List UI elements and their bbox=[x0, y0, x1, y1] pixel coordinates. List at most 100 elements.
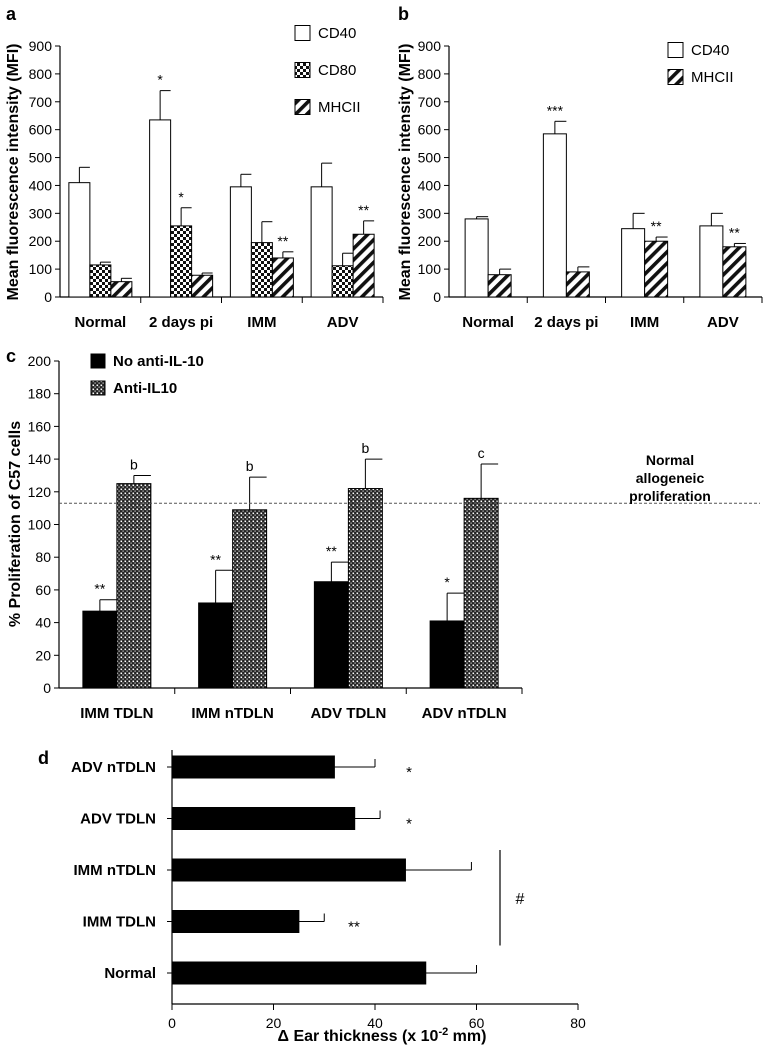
bar bbox=[171, 755, 335, 779]
legend-swatch bbox=[294, 62, 311, 78]
x-tick-label: ADV TDLN bbox=[310, 705, 386, 722]
significance-label: ** bbox=[94, 581, 105, 597]
error-bar bbox=[655, 236, 668, 242]
legend-label: CD40 bbox=[691, 42, 729, 59]
significance-label: b bbox=[130, 456, 138, 472]
y-tick-label: 900 bbox=[29, 38, 53, 54]
legend-item: No anti-IL-10 bbox=[90, 353, 204, 370]
legend-swatch bbox=[667, 42, 684, 58]
legend-swatch bbox=[294, 25, 311, 41]
error-bar bbox=[476, 216, 489, 219]
panel-b: b Mean fluorescence intensity (MFI) 0 100… bbox=[397, 4, 763, 331]
error-bar bbox=[133, 474, 151, 484]
y-tick-label: ADV TDLN bbox=[80, 811, 156, 828]
y-tick-label: 800 bbox=[418, 66, 442, 82]
y-tick-label: 80 bbox=[35, 549, 51, 565]
y-tick-label: 120 bbox=[28, 484, 52, 500]
bar-cd40 bbox=[229, 186, 252, 298]
y-tick-label: 20 bbox=[35, 647, 51, 663]
bar-cd40 bbox=[621, 228, 646, 298]
error-bar bbox=[120, 277, 132, 282]
error-bar bbox=[577, 266, 590, 272]
y-tick-label: 200 bbox=[418, 233, 442, 249]
bar bbox=[171, 807, 356, 830]
comparison-bracket-label: # bbox=[516, 891, 525, 908]
legend-label: No anti-IL-10 bbox=[113, 353, 204, 370]
bar-mhcii bbox=[191, 274, 214, 298]
panel-b-label: b bbox=[398, 4, 409, 24]
bar-cd40 bbox=[542, 133, 567, 298]
significance-label: ** bbox=[277, 233, 288, 249]
y-tick-label: 700 bbox=[418, 94, 442, 110]
significance-label: ** bbox=[651, 218, 662, 234]
x-tick-label: 2 days pi bbox=[149, 314, 213, 331]
significance-label: c bbox=[478, 445, 485, 461]
legend-swatch bbox=[90, 353, 106, 369]
error-bar bbox=[446, 592, 465, 621]
y-tick-label: 900 bbox=[418, 38, 442, 54]
x-tick-label: Normal bbox=[462, 314, 514, 331]
error-bar bbox=[733, 242, 746, 247]
y-tick-label: 0 bbox=[433, 289, 441, 305]
bar-cd40 bbox=[68, 182, 91, 298]
x-tick-label: 80 bbox=[570, 1015, 586, 1031]
y-tick-label: 400 bbox=[29, 177, 53, 193]
x-tick-label: 40 bbox=[367, 1015, 383, 1031]
legend-label: CD80 bbox=[318, 62, 356, 79]
legend-item: MHCII bbox=[667, 69, 734, 86]
significance-label: * bbox=[406, 764, 412, 781]
error-bar bbox=[342, 252, 354, 266]
error-bar bbox=[632, 212, 645, 229]
y-tick-label: 500 bbox=[29, 150, 53, 166]
y-tick-label: 0 bbox=[43, 680, 51, 696]
panel-d: d Δ Ear thickness (x 10-2 mm) 0 20 40 60 80 A… bbox=[38, 748, 586, 1045]
x-tick-label: IMM bbox=[630, 314, 659, 331]
bar bbox=[171, 858, 406, 882]
y-tick-label: 200 bbox=[29, 233, 53, 249]
panel-d-plot: 0 20 40 60 80 ADV nTDLN * ADV TDLN * IMM nTDLN IMM… bbox=[71, 750, 586, 1031]
bar-cd80 bbox=[250, 242, 273, 298]
error-bar bbox=[554, 120, 567, 134]
y-tick-label: 300 bbox=[29, 205, 53, 221]
panel-c-label: c bbox=[6, 346, 16, 366]
bar-no-anti-il-10 bbox=[82, 610, 118, 689]
y-tick-label: 500 bbox=[418, 150, 442, 166]
bar-cd40 bbox=[464, 218, 489, 298]
error-bar bbox=[480, 463, 499, 499]
x-tick-label: 0 bbox=[168, 1015, 176, 1031]
significance-label: *** bbox=[547, 102, 564, 118]
legend-label: CD40 bbox=[318, 25, 356, 42]
y-tick-label: ADV nTDLN bbox=[71, 759, 156, 776]
error-bar bbox=[334, 759, 376, 768]
x-tick-label: IMM TDLN bbox=[80, 705, 153, 722]
bar-mhcii bbox=[644, 240, 669, 298]
significance-label: b bbox=[361, 440, 369, 456]
y-tick-label: 40 bbox=[35, 615, 51, 631]
y-tick-label: 800 bbox=[29, 66, 53, 82]
bar-cd80 bbox=[170, 225, 193, 298]
significance-label: * bbox=[157, 72, 163, 88]
legend-item: MHCII bbox=[294, 99, 361, 116]
panel-c-ylabel: % Proliferation of C57 cells bbox=[7, 421, 24, 627]
y-tick-label: 140 bbox=[28, 451, 52, 467]
y-tick-label: 400 bbox=[418, 177, 442, 193]
bar-anti-il10 bbox=[232, 509, 268, 689]
error-bar bbox=[354, 810, 381, 819]
bar-cd40 bbox=[310, 186, 333, 298]
y-tick-label: 160 bbox=[28, 418, 52, 434]
error-bar bbox=[298, 913, 325, 922]
legend-item: CD40 bbox=[294, 25, 356, 42]
y-tick-label: 700 bbox=[29, 94, 53, 110]
error-bar bbox=[321, 162, 333, 187]
legend-label: MHCII bbox=[691, 69, 734, 86]
legend-label: Anti-IL10 bbox=[113, 380, 177, 397]
bar-mhcii bbox=[565, 271, 590, 298]
bar-mhcii bbox=[722, 246, 747, 298]
error-bar bbox=[330, 561, 349, 582]
significance-label: ** bbox=[326, 543, 337, 559]
panel-b-plot: 0 100 200 300 400 500 600 700 800 900 Normal *** 2 d… bbox=[418, 38, 763, 331]
x-tick-label: Normal bbox=[75, 314, 127, 331]
